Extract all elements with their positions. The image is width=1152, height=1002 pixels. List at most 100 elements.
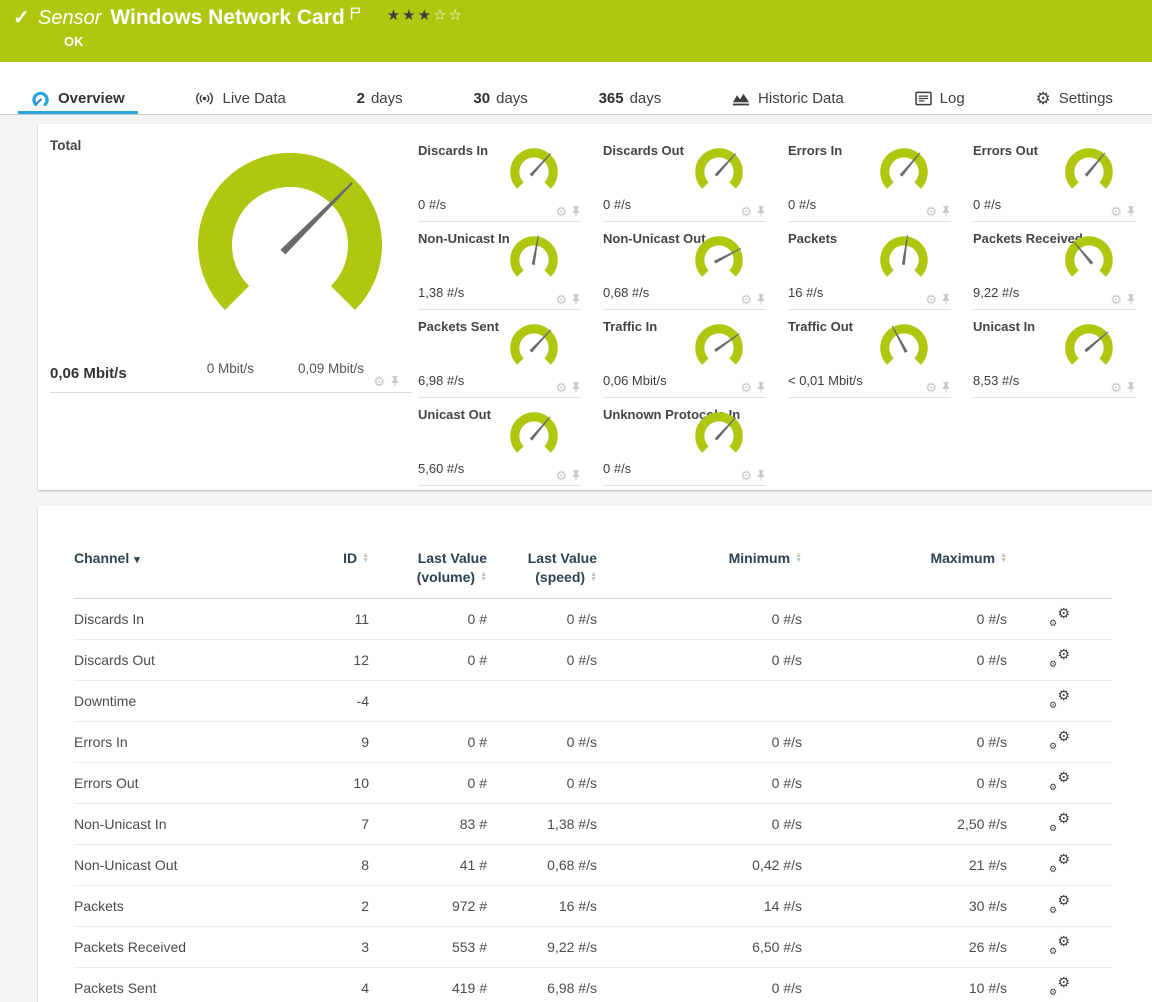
sort-arrows-icon: ▲ ▼ [1000, 552, 1007, 564]
pin-icon[interactable] [571, 381, 581, 394]
channel-settings-icon[interactable]: ⚙ ⚙ [1049, 727, 1070, 751]
cell-last-volume: 41 # [369, 844, 487, 886]
gauge-card-unicast-out[interactable]: Unicast Out 5,60 #/s ⚙ [418, 398, 581, 486]
gear-icon[interactable]: ⚙ [740, 292, 752, 307]
channel-settings-icon[interactable]: ⚙ ⚙ [1049, 604, 1070, 628]
gauge-card-errors-in[interactable]: Errors In 0 #/s ⚙ [788, 134, 951, 222]
tab-log[interactable]: Log [902, 85, 978, 114]
gear-icon[interactable]: ⚙ [740, 468, 752, 483]
gear-icon[interactable]: ⚙ [555, 292, 567, 307]
pin-icon[interactable] [756, 381, 766, 394]
gauge-card-traffic-out[interactable]: Traffic Out < 0,01 Mbit/s ⚙ [788, 310, 951, 398]
gauge-card-non-unicast-out[interactable]: Non-Unicast Out 0,68 #/s ⚙ [603, 222, 766, 310]
tab-settings[interactable]: ⚙ Settings [1022, 85, 1125, 114]
gear-icon[interactable]: ⚙ [740, 380, 752, 395]
gear-icon[interactable]: ⚙ [555, 468, 567, 483]
cell-id: 2 [309, 885, 369, 927]
table-row-discards-in[interactable]: Discards In 11 0 #0 #/s 0 #/s 0 #/s ⚙ ⚙ [74, 598, 1112, 640]
gauge-card-traffic-in[interactable]: Traffic In 0,06 Mbit/s ⚙ [603, 310, 766, 398]
gauge-card-packets-received[interactable]: Packets Received 9,22 #/s ⚙ [973, 222, 1136, 310]
gauge-card-non-unicast-in[interactable]: Non-Unicast In 1,38 #/s ⚙ [418, 222, 581, 310]
pin-icon[interactable] [941, 205, 951, 218]
column-header-maximum[interactable]: Maximum ▲ ▼ [802, 550, 1007, 599]
tab-historic-data[interactable]: Historic Data [719, 85, 857, 114]
table-row-non-unicast-in[interactable]: Non-Unicast In 7 83 #1,38 #/s 0 #/s 2,50 #/s… [74, 803, 1112, 845]
gear-icon[interactable]: ⚙ [925, 292, 937, 307]
gauge-card-packets-sent[interactable]: Packets Sent 6,98 #/s ⚙ [418, 310, 581, 398]
column-header-id[interactable]: ID ▲ ▼ [309, 550, 369, 599]
pin-icon[interactable] [571, 205, 581, 218]
gear-icon[interactable]: ⚙ [1110, 204, 1122, 219]
channel-settings-icon[interactable]: ⚙ ⚙ [1049, 850, 1070, 874]
gear-icon[interactable]: ⚙ [925, 204, 937, 219]
channel-settings-icon[interactable]: ⚙ ⚙ [1049, 973, 1070, 997]
gauge-card-unknown-protocols-in[interactable]: Unknown Protocols In 0 #/s ⚙ [603, 398, 766, 486]
broadcast-icon [195, 90, 214, 107]
pin-icon[interactable] [1126, 205, 1136, 218]
channel-settings-icon[interactable]: ⚙ ⚙ [1049, 686, 1070, 710]
gauge-card-total[interactable]: Total 0 Mbit/s 0,09 Mbit/s 0,06 Mbit/s ⚙ [50, 124, 412, 393]
column-header-last-value-speed[interactable]: Last Value (speed) ▲ ▼ [487, 550, 597, 599]
channel-settings-icon[interactable]: ⚙ ⚙ [1049, 809, 1070, 833]
star-filled-icon[interactable]: ★ [402, 7, 418, 24]
column-header-minimum[interactable]: Minimum ▲ ▼ [597, 550, 802, 599]
gear-icon[interactable]: ⚙ [373, 374, 385, 389]
cell-minimum: 0 #/s [597, 721, 802, 763]
historic-data-icon [732, 91, 750, 106]
pin-icon[interactable] [941, 293, 951, 306]
column-header-last-value-volume[interactable]: Last Value (volume) ▲ ▼ [369, 550, 487, 599]
gear-icon[interactable]: ⚙ [1110, 380, 1122, 395]
sort-caret-icon: ▾ [134, 554, 140, 566]
pin-icon[interactable] [1126, 293, 1136, 306]
gear-icon[interactable]: ⚙ [555, 204, 567, 219]
table-row-packets-received[interactable]: Packets Received 3 553 #9,22 #/s 6,50 #/s 26… [74, 926, 1112, 968]
pin-icon[interactable] [1126, 381, 1136, 394]
tab-overview[interactable]: Overview [18, 85, 138, 114]
table-row-errors-in[interactable]: Errors In 9 0 #0 #/s 0 #/s 0 #/s ⚙ ⚙ [74, 721, 1112, 763]
gear-icon[interactable]: ⚙ [925, 380, 937, 395]
gauge-card-discards-in[interactable]: Discards In 0 #/s ⚙ [418, 134, 581, 222]
gauge-card-errors-out[interactable]: Errors Out 0 #/s ⚙ [973, 134, 1136, 222]
gear-icon[interactable]: ⚙ [1110, 292, 1122, 307]
tab-number: 2 [356, 89, 365, 107]
pin-icon[interactable] [756, 205, 766, 218]
tab-2-days[interactable]: 2 days [344, 85, 416, 114]
gear-icon[interactable]: ⚙ [555, 380, 567, 395]
pin-icon[interactable] [756, 469, 766, 482]
table-row-non-unicast-out[interactable]: Non-Unicast Out 8 41 #0,68 #/s 0,42 #/s 21 #… [74, 844, 1112, 886]
channel-settings-icon[interactable]: ⚙ ⚙ [1049, 891, 1070, 915]
gauge-dial [510, 235, 558, 277]
table-row-packets-sent[interactable]: Packets Sent 4 419 #6,98 #/s 0 #/s 10 #/s ⚙ ⚙ [74, 967, 1112, 1002]
table-row-discards-out[interactable]: Discards Out 12 0 #0 #/s 0 #/s 0 #/s ⚙ ⚙ [74, 639, 1112, 681]
gauge-dial [1065, 148, 1113, 189]
star-filled-icon[interactable]: ★ [386, 7, 403, 24]
channel-settings-icon[interactable]: ⚙ ⚙ [1049, 932, 1070, 956]
pin-icon[interactable] [571, 293, 581, 306]
flag-icon[interactable] [350, 7, 361, 25]
table-row-packets[interactable]: Packets 2 972 #16 #/s 14 #/s 30 #/s ⚙ ⚙ [74, 885, 1112, 927]
channel-settings-icon[interactable]: ⚙ ⚙ [1049, 768, 1070, 792]
channel-settings-icon[interactable]: ⚙ ⚙ [1049, 645, 1070, 669]
tab-label: days [496, 89, 528, 107]
star-filled-icon[interactable]: ★ [417, 7, 434, 24]
gauge-dial [880, 324, 928, 365]
column-header-channel[interactable]: Channel ▾ [74, 550, 309, 599]
gauge-card-discards-out[interactable]: Discards Out 0 #/s ⚙ [603, 134, 766, 222]
tab-365-days[interactable]: 365 days [586, 85, 675, 114]
gauge-dial [695, 324, 743, 365]
table-row-downtime[interactable]: Downtime -4 ⚙ ⚙ [74, 680, 1112, 722]
table-row-errors-out[interactable]: Errors Out 10 0 #0 #/s 0 #/s 0 #/s ⚙ ⚙ [74, 762, 1112, 804]
star-empty-icon[interactable]: ☆ [448, 7, 464, 24]
star-empty-icon[interactable]: ☆ [433, 7, 449, 24]
tab-30-days[interactable]: 30 days [460, 85, 540, 114]
gear-icon[interactable]: ⚙ [740, 204, 752, 219]
gauge-card-unicast-in[interactable]: Unicast In 8,53 #/s ⚙ [973, 310, 1136, 398]
gauge-card-packets[interactable]: Packets 16 #/s ⚙ [788, 222, 951, 310]
cell-last-speed: 0 #/s [487, 639, 597, 681]
tab-live-data[interactable]: Live Data [182, 85, 298, 114]
pin-icon[interactable] [756, 293, 766, 306]
pin-icon[interactable] [941, 381, 951, 394]
pin-icon[interactable] [390, 375, 400, 388]
gauge-value: 0,68 #/s [603, 285, 650, 300]
pin-icon[interactable] [571, 469, 581, 482]
